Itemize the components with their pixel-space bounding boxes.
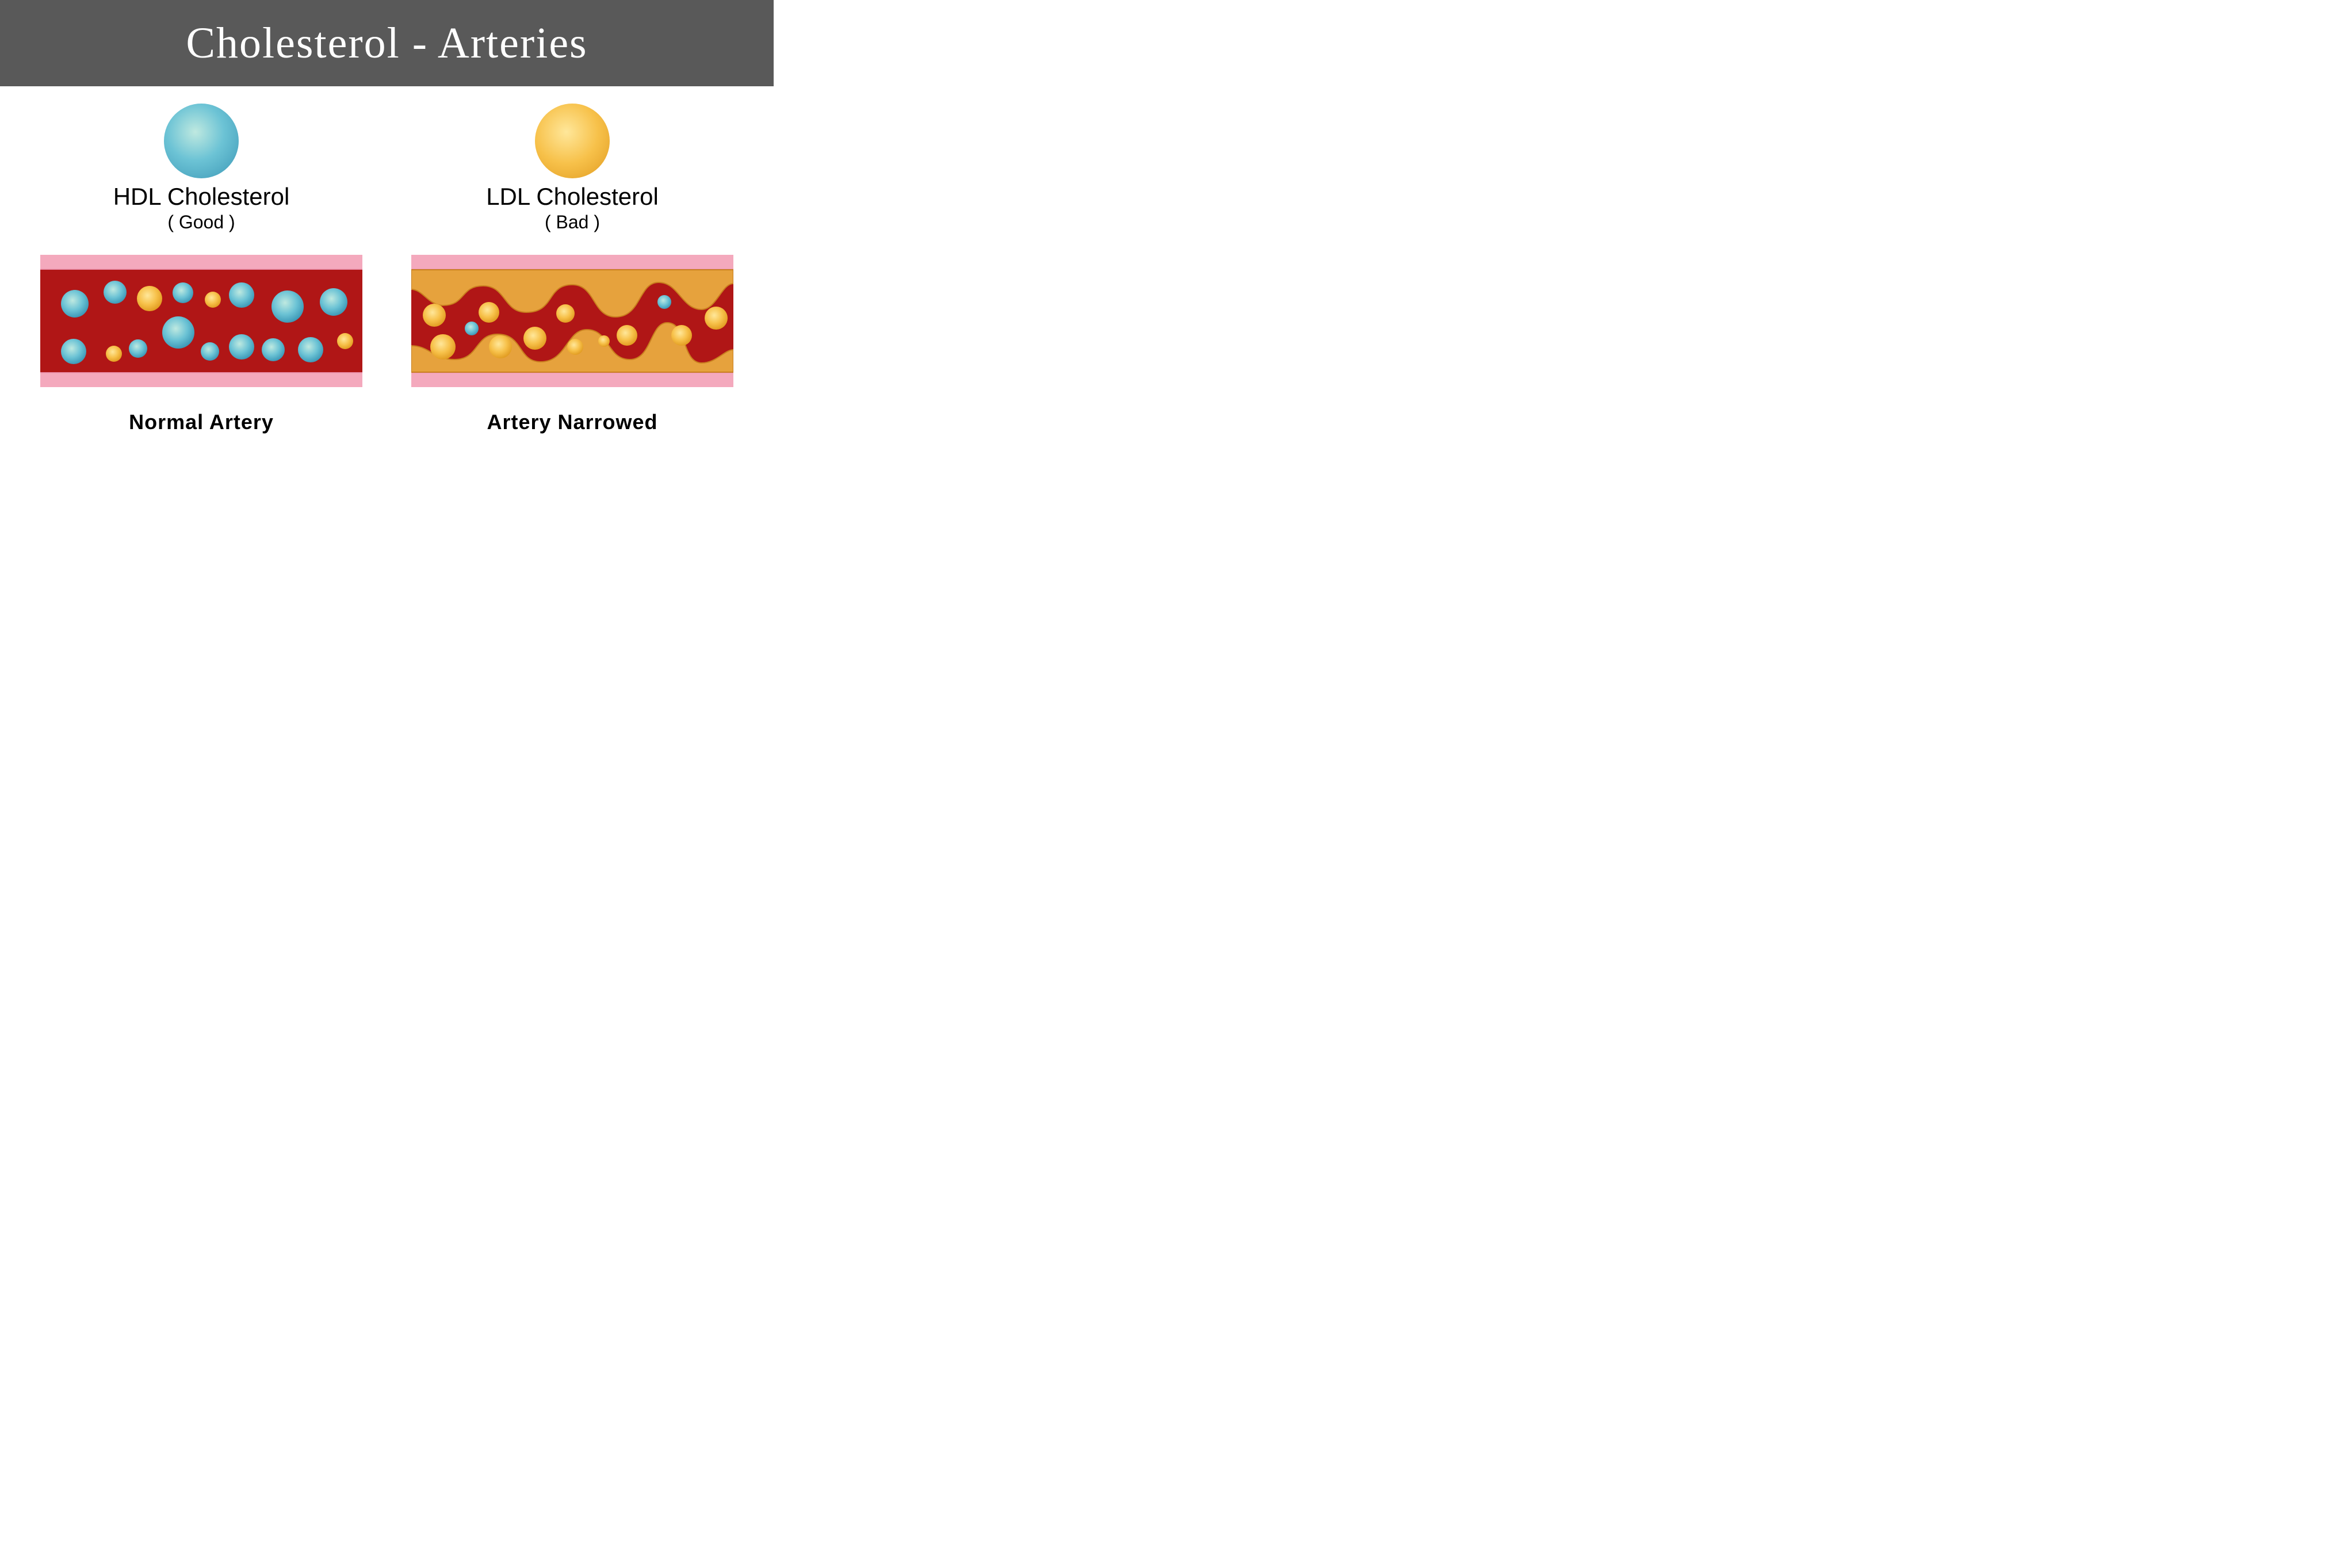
hdl-sublabel: ( Good ) xyxy=(167,212,235,233)
columns: HDL Cholesterol ( Good ) Normal Artery L… xyxy=(0,86,774,434)
hdl-label: HDL Cholesterol xyxy=(113,183,290,211)
narrowed-artery-caption: Artery Narrowed xyxy=(487,410,657,434)
infographic: Cholesterol - Arteries HDL Cholesterol (… xyxy=(0,0,774,516)
column-ldl: LDL Cholesterol ( Bad ) Artery Narrowed xyxy=(411,104,733,434)
ldl-sphere-icon xyxy=(535,104,610,178)
column-hdl: HDL Cholesterol ( Good ) Normal Artery xyxy=(40,104,362,434)
header-bar: Cholesterol - Arteries xyxy=(0,0,774,86)
hdl-sphere-icon xyxy=(164,104,239,178)
ldl-sublabel: ( Bad ) xyxy=(545,212,600,233)
ldl-label: LDL Cholesterol xyxy=(486,183,659,211)
normal-artery-caption: Normal Artery xyxy=(129,410,274,434)
page-title: Cholesterol - Arteries xyxy=(186,18,587,68)
normal-artery-diagram xyxy=(40,255,362,387)
narrowed-artery-diagram xyxy=(411,255,733,387)
